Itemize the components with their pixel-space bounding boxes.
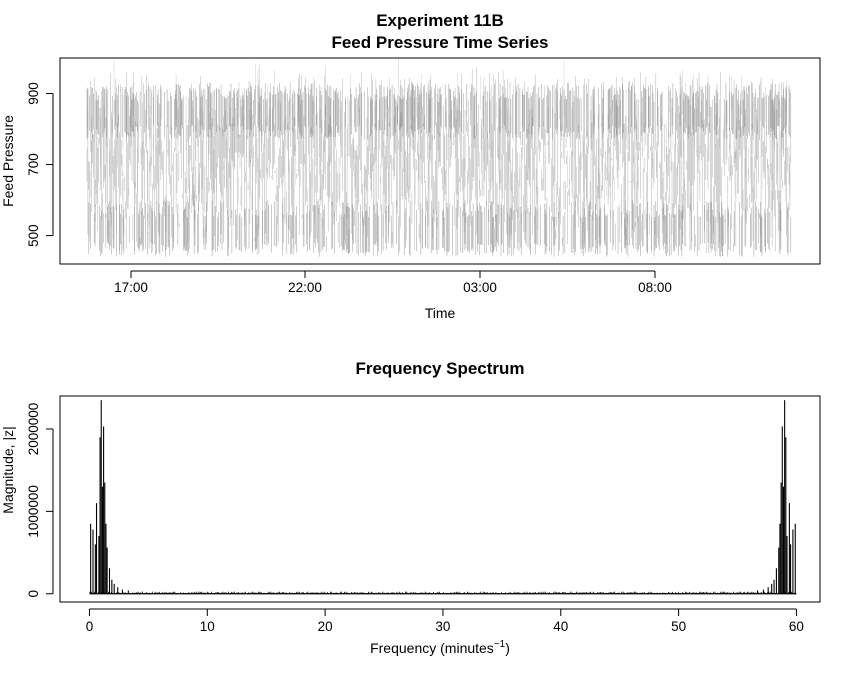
series-mid (87, 58, 791, 214)
x-tick-label: 20 (318, 619, 333, 634)
y-tick-label: 500 (26, 224, 41, 247)
spectrum-y-axis-label: Magnitude, |z| (0, 426, 16, 513)
y-axis: 500 700 900 (26, 82, 54, 247)
x-tick-label: 40 (553, 619, 568, 634)
chart-title: Experiment 11B (376, 11, 504, 30)
plot-frame (59, 57, 821, 265)
chart-subtitle: Feed Pressure Time Series (331, 33, 548, 52)
spectrum-x-axis: 0 10 20 30 40 50 60 (86, 608, 804, 634)
y-tick-label: 1000000 (26, 485, 41, 538)
x-tick-label: 22:00 (288, 280, 322, 295)
spectrum-title: Frequency Spectrum (355, 359, 524, 378)
spectrum-frame (59, 395, 821, 603)
x-axis-label: Time (425, 305, 456, 321)
spectrum-panel: Frequency Spectrum 0 10 20 30 40 50 60 0 100000… (0, 359, 821, 656)
y-tick-label: 700 (26, 153, 41, 176)
x-tick-label: 08:00 (638, 280, 672, 295)
spectrum-plot (89, 400, 797, 595)
spectrum-x-axis-label: Frequency (minutes−1) (370, 639, 510, 656)
x-tick-label: 50 (671, 619, 686, 634)
x-tick-label: 0 (86, 619, 94, 634)
x-tick-label: 60 (789, 619, 804, 634)
y-tick-label: 2000000 (26, 403, 41, 456)
x-axis: 17:00 22:00 03:00 08:00 (114, 270, 672, 295)
time-series-panel: Experiment 11B Feed Pressure Time Series… (0, 11, 821, 321)
y-tick-label: 0 (26, 590, 41, 598)
series-band (86, 82, 792, 257)
y-tick-label: 900 (26, 82, 41, 105)
x-tick-label: 10 (200, 619, 215, 634)
y-axis-label: Feed Pressure (0, 115, 16, 207)
x-tick-label: 03:00 (463, 280, 497, 295)
x-tick-label: 30 (435, 619, 450, 634)
spectrum-y-axis: 0 1000000 2000000 (26, 403, 54, 598)
x-tick-label: 17:00 (114, 280, 148, 295)
time-series-plot (86, 58, 792, 257)
